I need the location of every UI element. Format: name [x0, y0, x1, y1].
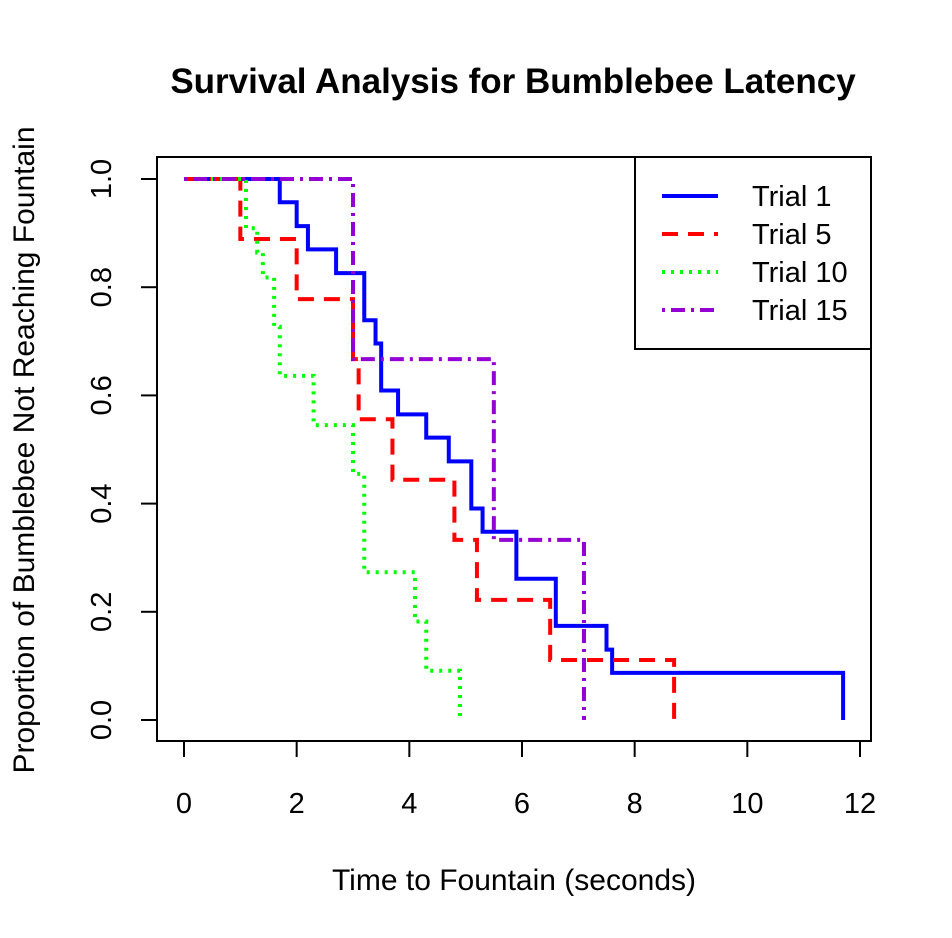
x-tick-label: 12: [844, 788, 876, 820]
y-tick-label: 0.8: [86, 267, 118, 307]
x-axis: 0 2 4 6 8 10 12: [176, 740, 876, 820]
y-tick-label: 0.4: [86, 483, 118, 523]
y-tick-label: 1.0: [86, 159, 118, 199]
x-tick-label: 4: [401, 788, 417, 820]
legend: Trial 1 Trial 5 Trial 10 Trial 15: [634, 156, 872, 350]
legend-box: [634, 156, 872, 350]
series-line-4: [184, 177, 586, 720]
y-tick-label: 0.2: [86, 592, 118, 632]
y-axis: 0.0 0.2 0.4 0.6 0.8 1.0: [86, 159, 158, 740]
x-tick-label: 2: [289, 788, 305, 820]
x-tick-label: 10: [731, 788, 763, 820]
series-line-2: [184, 177, 677, 720]
x-axis-label: Time to Fountain (seconds): [332, 864, 696, 897]
y-axis-label: Proportion of Bumblebee Not Reaching Fou…: [8, 126, 41, 773]
series-line-3: [184, 177, 463, 720]
legend-label-2: Trial 5: [752, 219, 832, 251]
legend-label-1: Trial 1: [752, 181, 832, 213]
legend-label-3: Trial 10: [752, 257, 848, 289]
x-tick-label: 6: [514, 788, 530, 820]
x-tick-label: 0: [176, 788, 192, 820]
legend-label-4: Trial 15: [752, 295, 848, 327]
x-tick-label: 8: [627, 788, 643, 820]
series-line-1: [184, 177, 846, 720]
y-tick-label: 0.6: [86, 375, 118, 415]
chart-title: Survival Analysis for Bumblebee Latency: [170, 62, 856, 101]
series-layer: [184, 177, 846, 720]
y-tick-label: 0.0: [86, 700, 118, 740]
